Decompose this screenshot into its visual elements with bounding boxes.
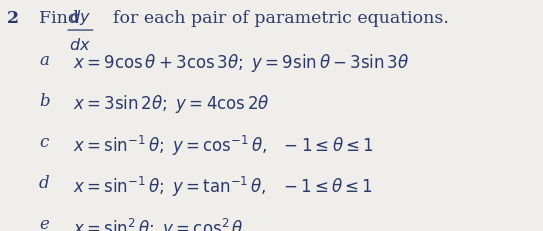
Text: $x=\sin^2\theta;\ y=\cos^2\theta$: $x=\sin^2\theta;\ y=\cos^2\theta$	[73, 216, 244, 231]
Text: $x=\sin^{-1}\theta;\ y=\cos^{-1}\theta,\ \ -1{\leq}\theta{\leq}1$: $x=\sin^{-1}\theta;\ y=\cos^{-1}\theta,\…	[73, 134, 374, 158]
Text: 2: 2	[7, 10, 18, 27]
Text: a: a	[39, 52, 49, 69]
Text: $x=3\sin 2\theta;\ y=4\cos 2\theta$: $x=3\sin 2\theta;\ y=4\cos 2\theta$	[73, 93, 270, 115]
Text: e: e	[39, 216, 49, 231]
Text: Find: Find	[39, 10, 85, 27]
Text: c: c	[39, 134, 48, 151]
Text: b: b	[39, 93, 50, 110]
Text: $x=9\cos\theta+3\cos 3\theta;\ y=9\sin\theta-3\sin 3\theta$: $x=9\cos\theta+3\cos 3\theta;\ y=9\sin\t…	[73, 52, 409, 74]
Text: d: d	[39, 175, 50, 192]
Text: $x=\sin^{-1}\theta;\ y=\tan^{-1}\theta,\ \ -1{\leq}\theta{\leq}1$: $x=\sin^{-1}\theta;\ y=\tan^{-1}\theta,\…	[73, 175, 374, 199]
Text: $dx$: $dx$	[70, 37, 91, 54]
Text: $dy$: $dy$	[70, 8, 91, 27]
Text: for each pair of parametric equations.: for each pair of parametric equations.	[113, 10, 449, 27]
